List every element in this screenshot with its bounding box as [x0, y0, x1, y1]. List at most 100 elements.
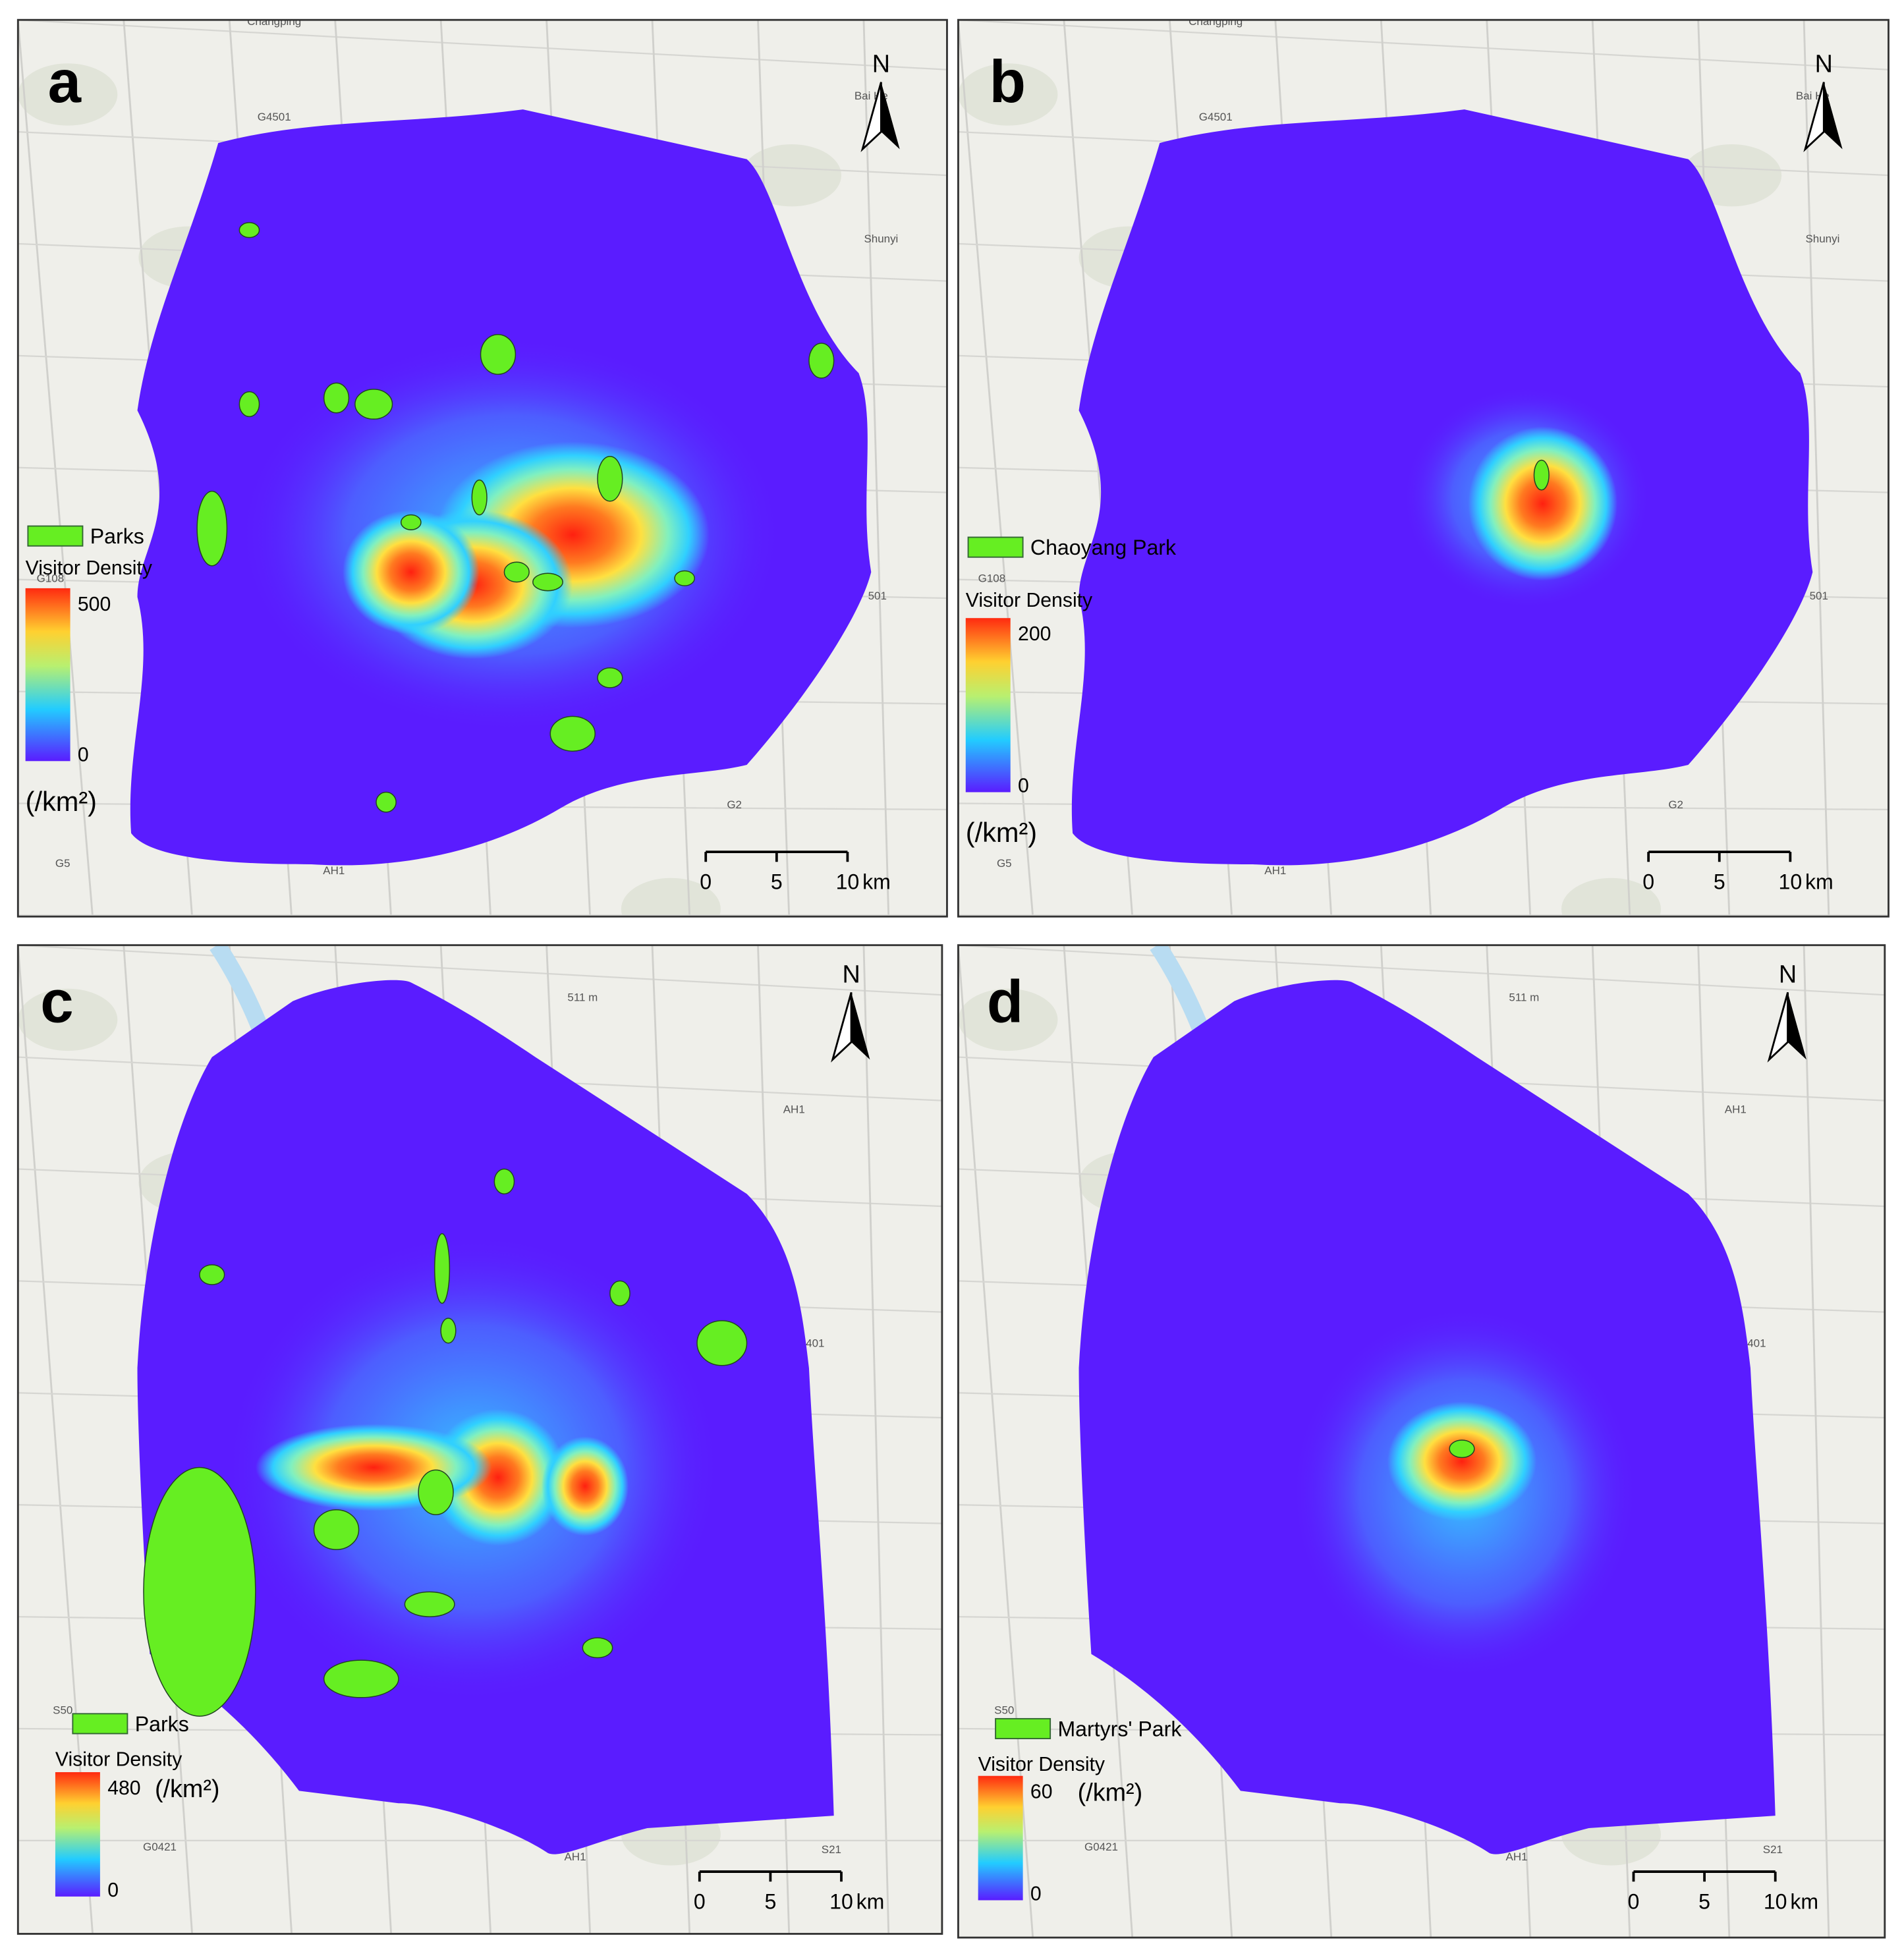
scale-label: 5: [1698, 1890, 1710, 1914]
park: [238, 222, 260, 238]
hotspots: [1402, 385, 1651, 609]
park: [674, 570, 695, 586]
hotspot: [542, 1436, 629, 1536]
scale-label: 0: [1628, 1890, 1640, 1914]
park: [532, 572, 563, 592]
place-label: 511 m: [567, 991, 598, 1004]
road: [958, 945, 1885, 996]
road: [1803, 20, 1830, 917]
legend-feature: Parks: [135, 1712, 189, 1736]
scale-label: 10: [1779, 870, 1803, 894]
scale-unit: km: [1790, 1890, 1818, 1914]
scale-unit: km: [1805, 870, 1834, 894]
park: [238, 391, 260, 418]
terrain: [958, 988, 1058, 1051]
legend-colorbar: [965, 618, 1011, 793]
legend-max: 60: [1030, 1781, 1053, 1803]
scale-label: 0: [1642, 870, 1654, 894]
terrain: [741, 144, 841, 207]
map-content: 511 mAH1S50G0421AH1S21G5401dN0510kmMarty…: [958, 945, 1885, 1938]
place-label: G5: [55, 857, 70, 870]
density-surface: [137, 980, 834, 1854]
park: [1533, 459, 1550, 491]
panel-label: c: [40, 969, 73, 1036]
north-label: N: [872, 49, 890, 77]
place-label: G2: [727, 798, 742, 811]
park: [199, 1264, 225, 1285]
park: [404, 1591, 455, 1617]
park: [196, 490, 228, 567]
place-label: 401: [1747, 1337, 1766, 1349]
place-label: G108: [978, 572, 1006, 584]
legend-max: 480: [107, 1777, 140, 1799]
place-label: G4501: [1199, 111, 1233, 123]
legend-colorbar: [25, 588, 70, 762]
hotspots: [1290, 1306, 1639, 1679]
place-label: AH1: [565, 1851, 586, 1863]
terrain: [958, 63, 1058, 126]
legend-min: 0: [78, 744, 89, 766]
legend-title: Visitor Density: [978, 1754, 1106, 1775]
legend-max: 200: [1018, 623, 1051, 645]
scale-label: 0: [694, 1890, 706, 1914]
place-label: AH1: [323, 864, 345, 877]
park: [1449, 1439, 1475, 1459]
terrain: [18, 988, 118, 1051]
legend-min: 0: [1030, 1883, 1042, 1905]
scale-label: 5: [764, 1890, 776, 1914]
scale-label: 10: [836, 870, 860, 894]
park: [418, 1469, 454, 1516]
legend-title: Visitor Density: [55, 1749, 182, 1771]
road: [862, 945, 890, 1934]
legend-feature: Chaoyang Park: [1030, 536, 1177, 559]
road: [18, 945, 942, 996]
place-label: S50: [53, 1704, 72, 1716]
legend-unit: (/km²): [26, 786, 97, 817]
place-label: 511 m: [1509, 991, 1539, 1004]
north-label: N: [1815, 49, 1833, 77]
panel-frame: [16, 944, 943, 1935]
legend-swatch: [72, 1713, 128, 1735]
park: [503, 561, 530, 583]
place-label: S21: [822, 1843, 841, 1856]
hotspot: [1387, 1401, 1537, 1521]
park: [696, 1320, 748, 1366]
map-panel: 511 mAH1S50G0421AH1S21G5401dN0510kmMarty…: [957, 944, 1886, 1939]
legend-min: 0: [107, 1880, 119, 1901]
hotspots: [224, 1231, 722, 1704]
place-label: 401: [806, 1337, 824, 1349]
place-label: AH1: [783, 1103, 805, 1116]
legend-swatch: [27, 525, 84, 547]
place-label: Shunyi: [1805, 233, 1839, 245]
place-label: G0421: [143, 1841, 177, 1853]
park: [354, 389, 393, 420]
legend-title: Visitor Density: [966, 590, 1093, 611]
hotspots: [237, 335, 785, 734]
park: [480, 334, 517, 375]
density-surface: [1078, 980, 1776, 1854]
park: [434, 1233, 451, 1304]
park: [143, 1466, 256, 1717]
park: [471, 479, 488, 516]
legend-min: 0: [1018, 775, 1029, 796]
park: [313, 1509, 360, 1550]
park: [493, 1168, 515, 1194]
park: [597, 456, 623, 502]
scale-label: 10: [829, 1890, 853, 1914]
legend-swatch: [967, 536, 1024, 558]
map-content: 511 mAH1S50G0421AH1S21G5401cN0510kmParks…: [18, 945, 942, 1934]
park: [582, 1637, 613, 1659]
panel-frame: [957, 944, 1886, 1939]
park: [400, 514, 422, 530]
density-surface: [130, 109, 872, 866]
north-label: N: [1779, 960, 1797, 988]
place-label: G2: [1668, 798, 1683, 811]
park: [808, 343, 835, 379]
legend-feature: Martyrs' Park: [1057, 1717, 1182, 1741]
panel-label: b: [990, 49, 1026, 115]
scale-unit: km: [862, 870, 891, 894]
